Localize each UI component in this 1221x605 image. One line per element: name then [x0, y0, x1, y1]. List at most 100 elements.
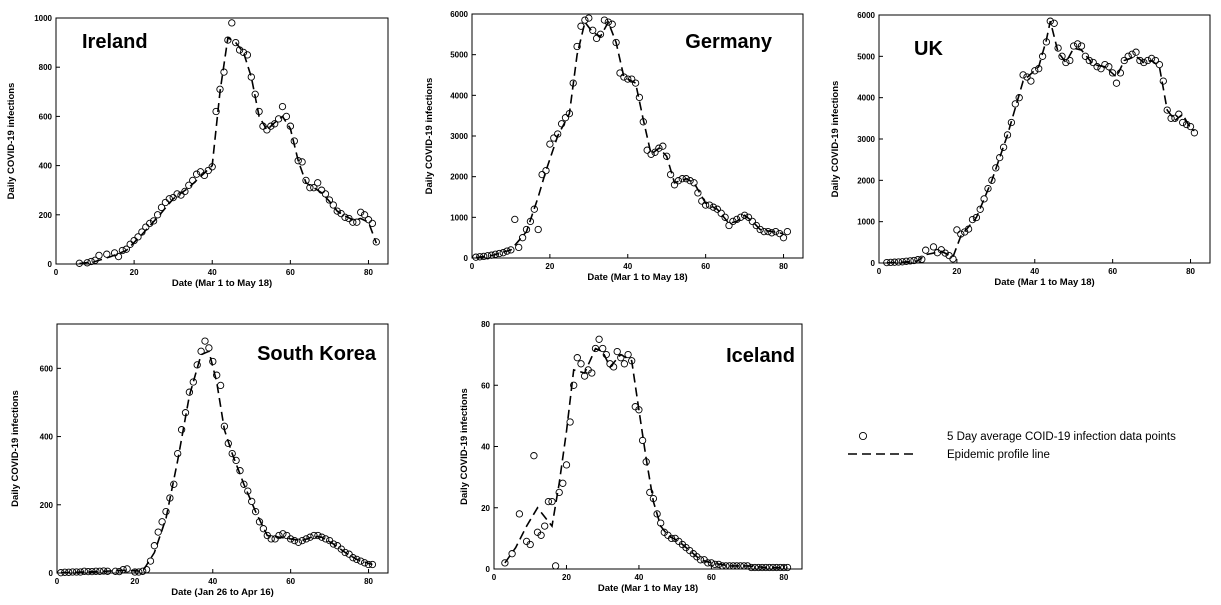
data-point [228, 449, 236, 458]
data-point [743, 562, 752, 570]
x-tick-label: 60 [286, 268, 295, 277]
data-point [765, 563, 774, 572]
y-tick-label: 5000 [857, 52, 875, 61]
data-point [918, 255, 926, 263]
y-tick-label: 1000 [857, 218, 875, 227]
y-tick-label: 2000 [450, 173, 468, 182]
x-axis-label: Date (Mar 1 to May 18) [994, 277, 1094, 288]
data-point [1066, 56, 1074, 65]
data-point [1031, 67, 1039, 75]
data-point [1062, 58, 1070, 67]
data-point [760, 227, 768, 236]
data-point [530, 205, 538, 213]
data-point [325, 536, 334, 545]
data-point [557, 120, 566, 128]
data-point [65, 568, 73, 576]
data-point [372, 238, 380, 246]
data-point [92, 567, 100, 575]
x-tick-label: 0 [492, 573, 497, 582]
data-point [189, 378, 197, 386]
data-point [733, 562, 741, 570]
data-point [1132, 48, 1140, 56]
data-point [585, 14, 593, 22]
x-tick-label: 60 [1108, 267, 1117, 276]
data-point [733, 215, 741, 224]
data-point [119, 565, 127, 574]
data-point [185, 181, 193, 189]
data-point [670, 181, 679, 189]
data-point [196, 168, 205, 176]
data-point [271, 120, 279, 128]
x-tick-label: 40 [634, 573, 643, 582]
data-point [756, 225, 764, 234]
data-point [349, 218, 357, 226]
data-point [349, 554, 357, 562]
data-point [620, 73, 628, 81]
data-point [1042, 38, 1051, 46]
data-point [729, 217, 737, 226]
y-tick-label: 0 [871, 259, 876, 268]
data-point [286, 535, 295, 543]
data-point [495, 249, 503, 258]
x-tick-label: 40 [208, 577, 217, 586]
data-point [953, 226, 961, 234]
data-point [511, 215, 519, 224]
x-tick-label: 40 [1030, 267, 1039, 276]
data-point [1011, 100, 1019, 108]
data-point [135, 568, 143, 576]
data-point [158, 518, 166, 526]
data-point [208, 163, 216, 171]
data-point [476, 253, 484, 261]
x-tick-label: 20 [952, 267, 961, 276]
data-point [715, 560, 723, 569]
data-point [647, 150, 655, 158]
data-point [126, 240, 134, 248]
data-point [95, 251, 103, 260]
data-point [118, 246, 127, 255]
data-point [754, 563, 763, 572]
data-point [154, 528, 162, 536]
data-point [1186, 122, 1195, 131]
country-title: Germany [685, 31, 773, 53]
data-point [526, 217, 535, 226]
data-point [1136, 56, 1144, 65]
data-point [1058, 52, 1066, 60]
data-point [1120, 56, 1128, 65]
data-point [736, 562, 745, 570]
data-point [173, 190, 181, 198]
data-point [1089, 58, 1097, 67]
data-point [472, 253, 480, 261]
data-point [968, 215, 977, 224]
data-point [709, 203, 718, 211]
data-point [609, 363, 618, 371]
data-point [783, 563, 792, 572]
data-point [678, 175, 686, 183]
y-tick-label: 600 [40, 364, 54, 373]
data-point [501, 559, 509, 567]
y-tick-label: 5000 [450, 51, 468, 60]
data-point [542, 166, 550, 175]
data-point [914, 256, 922, 264]
data-point [193, 361, 201, 369]
data-point [772, 227, 780, 236]
data-point [984, 184, 992, 193]
data-point [1108, 69, 1117, 77]
data-point [599, 344, 607, 353]
x-tick-label: 0 [55, 577, 60, 586]
x-tick-label: 0 [470, 262, 475, 271]
data-point [1171, 114, 1179, 122]
data-point [591, 344, 600, 353]
data-point [306, 533, 314, 541]
data-point [570, 381, 578, 389]
data-point [294, 157, 302, 165]
chart-germany: 0 20 40 60 80 0 1000 2000 3000 4000 5000 6000 Date (… [424, 10, 804, 283]
data-point [725, 221, 733, 230]
data-point [1140, 58, 1148, 67]
data-point [655, 144, 663, 152]
data-point [657, 519, 665, 527]
data-point [577, 360, 585, 368]
data-point [686, 177, 694, 185]
data-point [166, 494, 174, 502]
